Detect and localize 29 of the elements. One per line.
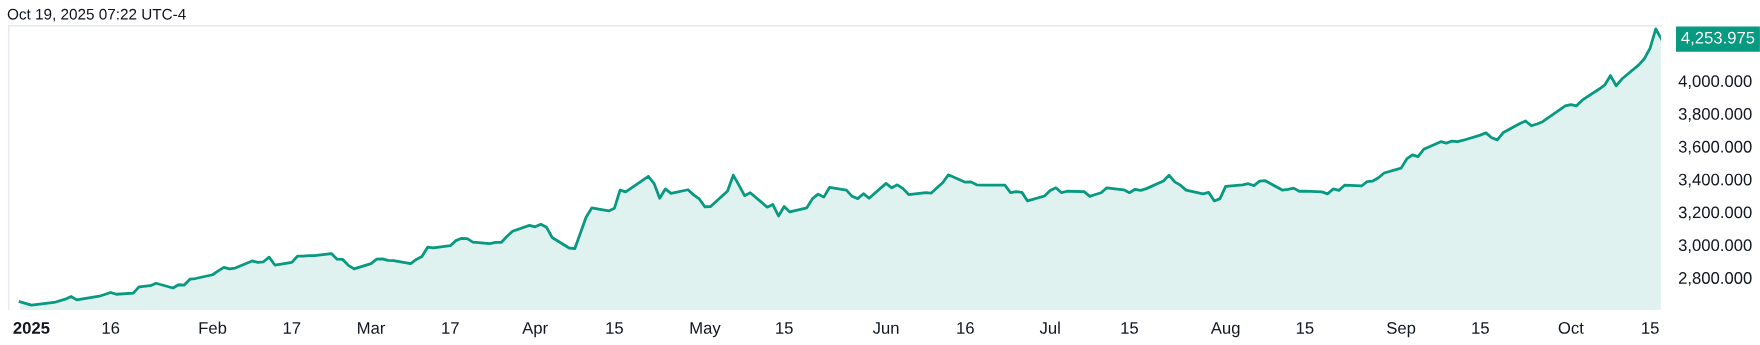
x-tick-label: Mar: [358, 322, 386, 334]
x-tick-label: Feb: [199, 321, 227, 334]
x-tick-label: May: [690, 322, 721, 338]
x-tick-label: 16: [102, 322, 120, 334]
y-tick-label: 3,400.000: [1678, 173, 1752, 188]
x-tick-label: 15: [606, 322, 623, 334]
x-tick-label: 17: [442, 322, 459, 334]
x-tick-label: 2025: [13, 322, 50, 334]
y-tick-label: 3,600.000: [1678, 140, 1752, 155]
y-tick-label: 3,200.000: [1678, 206, 1752, 221]
text: 4,253.975: [1681, 31, 1755, 46]
y-tick-label: 3,000.000: [1678, 239, 1752, 254]
y-tick-label: 3,800.000: [1678, 108, 1752, 122]
x-tick-label: Jun: [872, 322, 899, 334]
x-tick-label: Apr: [522, 322, 548, 338]
text: Oct 19, 2025 07:22 UTC-4: [7, 8, 186, 22]
y-tick-label: 2,800.000: [1678, 272, 1752, 286]
x-tick-label: Oct: [1558, 322, 1584, 334]
x-tick-label: Jul: [1039, 321, 1060, 334]
x-tick-label: Sep: [1387, 322, 1416, 338]
x-tick-label: 15: [1121, 322, 1138, 334]
x-tick-label: Aug: [1210, 322, 1240, 338]
x-tick-label: 17: [283, 322, 301, 334]
x-tick-label: 15: [776, 322, 793, 334]
x-tick-label: 15: [1472, 322, 1489, 334]
x-tick-label: 15: [1296, 322, 1314, 334]
y-tick-label: 4,000.000: [1678, 75, 1752, 89]
x-tick-label: 16: [957, 322, 974, 334]
x-tick-label: 15: [1642, 322, 1659, 334]
